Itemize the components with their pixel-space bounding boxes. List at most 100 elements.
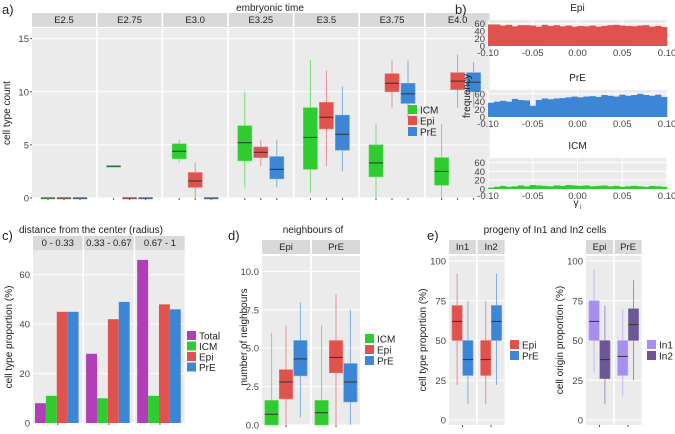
hist-bar-epi [488,24,495,46]
x-tick-label: 0.10 [658,191,675,202]
hist-bar-icm [595,185,602,189]
box-d-epi-box [328,340,344,374]
y-tick-label: 60 [474,158,485,169]
hist-bar-pre [505,101,513,117]
facet-label-pre: PrE [620,242,636,253]
hist-bar-epi [517,25,525,46]
hist-bar-pre [577,97,584,117]
hist-bar-icm [493,186,501,189]
hist-bar-icm [649,185,656,189]
hist-bar-icm [517,185,525,189]
y-tick-label: 0 [480,113,485,124]
hist-bar-pre [655,94,662,117]
hist-bar-icm [529,185,537,189]
hist-bar-icm [655,186,662,189]
hist-bar-pre [541,98,548,117]
y-tick-label: 0 [480,185,485,196]
hist-bar-pre [637,93,644,117]
legend-key-in2 [647,351,656,360]
box-d-pre-box [293,340,308,377]
hist-bar-pre [631,95,638,117]
legend-key-epi [365,345,374,354]
facet-strip [294,13,359,27]
hist-bar-epi [535,26,542,46]
y-tick-label: 40 [474,97,485,108]
panel-e-title: progeny of In1 and In2 cells [484,225,607,236]
hist-bar-pre [619,94,626,117]
hist-bar-epi [631,26,638,46]
panel-a-label: a) [2,2,14,17]
x-tick-label: 0.10 [658,48,675,59]
facet-label-E2.75: E2.75 [117,15,142,26]
hist-bar-icm [523,186,531,189]
hist-bar-epi [655,25,662,46]
box-a-pre-box [269,156,285,180]
facet-label-epi: Epi [279,242,293,253]
y-tick-label: 25 [435,376,446,387]
hist-bar-icm [577,185,584,189]
hist-bar-icm [535,185,542,189]
hist-bar-epi [523,25,531,46]
panel-b-xlabel: γ [574,198,579,209]
y-tick-label: 60 [19,270,30,281]
bar-c-icm [148,395,159,423]
x-tick-label: 0.05 [613,119,632,130]
box-a-epi-box [187,172,203,188]
facet-strip [262,240,310,254]
panel-d-label: d) [228,228,240,243]
legend-key-epi [408,116,417,125]
box-e-pre-box [462,340,474,376]
hist-bar-icm [607,186,614,189]
facet-label-E3.75: E3.75 [380,15,405,26]
hist-bar-epi [553,25,560,46]
y-tick-label: 0 [24,194,29,205]
x-tick-label: 0.00 [568,191,587,202]
hist-bar-epi [613,24,620,46]
box-a-pre-box [335,114,350,151]
legend-label-pre: PrE [199,363,216,374]
facet-label: 0 - 0.33 [42,238,74,249]
facet-strip [163,13,228,27]
facet-label-E3.5: E3.5 [317,15,337,26]
panel-c-label: c) [2,228,13,243]
y-tick-label: 75 [572,296,583,307]
hist-bar-icm [661,186,668,189]
y-tick-label: 7.5 [246,305,259,316]
facet-label-E2.5: E2.5 [54,15,74,26]
facet-label: 0.33 - 0.67 [86,238,131,249]
hist-bar-pre [535,100,542,117]
hist-bar-icm [511,186,519,189]
legend-label-epi: Epi [522,341,536,352]
y-tick-label: 0 [480,42,485,53]
y-tick-label: 20 [474,176,485,187]
hist-bar-pre [517,100,525,117]
x-tick-label: 0.00 [568,48,587,59]
legend-key-epi [510,340,519,349]
legend-label-in1: In1 [659,341,673,352]
facet-label-E3.0: E3.0 [185,15,205,26]
box-e-in1-box [617,340,629,376]
y-tick-label: 100 [430,257,446,268]
panel-c-title: distance from the center (radius) [19,225,163,236]
y-tick-label: 50 [572,336,583,347]
hist-bar-pre [613,96,620,117]
y-tick-label: 60 [474,89,485,100]
facet-strip [33,236,83,250]
bar-c-epi [107,319,119,423]
facet-label-E3.25: E3.25 [248,15,273,26]
box-d-icm-box [264,400,279,426]
legend-key-icm [365,334,374,343]
facet-strip [228,13,293,27]
y-tick-label: 60 [474,19,485,30]
legend-key-pre [187,362,196,372]
hist-bar-pre [643,95,650,117]
hist-bar-icm [553,185,560,189]
box-d-epi-box [278,369,294,400]
hist-bar-icm [559,185,566,189]
hist-bar-epi [625,25,632,46]
hist-bar-pre [547,99,554,117]
panel-a-ylabel: cell type count [2,81,13,145]
x-tick-label: -0.10 [477,48,499,59]
hist-bar-epi [643,25,650,46]
